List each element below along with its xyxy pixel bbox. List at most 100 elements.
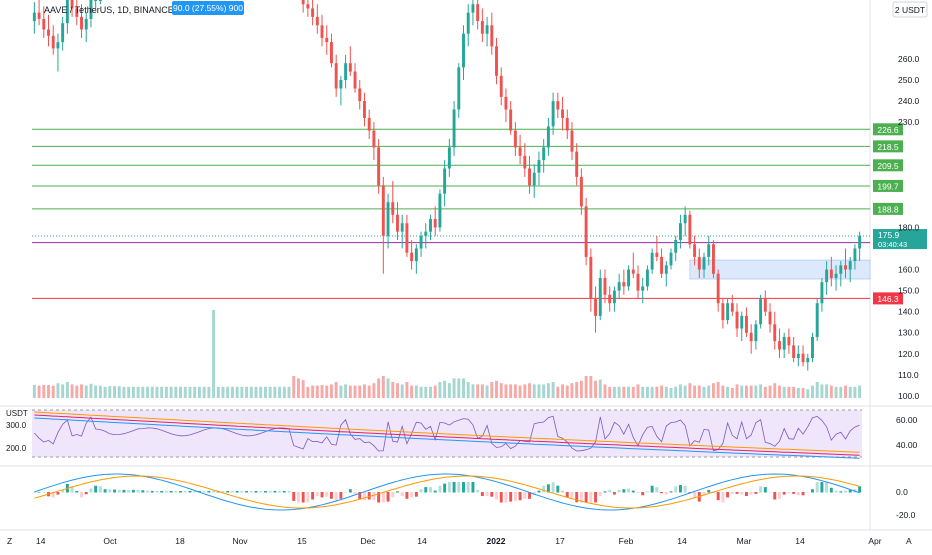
candle-body[interactable] xyxy=(490,25,494,47)
candle-body[interactable] xyxy=(631,269,635,274)
candle-body[interactable] xyxy=(853,248,857,262)
candle-body[interactable] xyxy=(636,273,640,291)
candle-body[interactable] xyxy=(589,256,593,300)
candle-body[interactable] xyxy=(495,46,498,76)
candle-body[interactable] xyxy=(782,336,786,350)
candle-body[interactable] xyxy=(744,315,748,333)
candle-body[interactable] xyxy=(47,29,50,36)
candle-body[interactable] xyxy=(594,299,598,316)
candle-body[interactable] xyxy=(367,117,371,131)
candle-body[interactable] xyxy=(664,265,668,274)
candle-body[interactable] xyxy=(405,223,409,253)
candle-body[interactable] xyxy=(329,42,333,64)
candle-body[interactable] xyxy=(391,202,395,215)
candle-body[interactable] xyxy=(429,219,432,232)
candle-body[interactable] xyxy=(669,252,673,266)
candle-body[interactable] xyxy=(381,185,385,236)
candle-body[interactable] xyxy=(433,219,437,228)
candle-body[interactable] xyxy=(773,324,777,342)
candle-body[interactable] xyxy=(452,109,456,148)
candle-body[interactable] xyxy=(513,130,517,148)
candle-body[interactable] xyxy=(561,109,565,118)
candle-body[interactable] xyxy=(768,311,772,325)
candle-body[interactable] xyxy=(32,12,36,22)
candle-body[interactable] xyxy=(730,303,734,312)
candle-body[interactable] xyxy=(386,202,390,236)
candle-body[interactable] xyxy=(579,176,583,207)
candle-body[interactable] xyxy=(806,357,810,363)
candle-body[interactable] xyxy=(721,303,725,321)
candle-body[interactable] xyxy=(528,168,531,186)
candle-body[interactable] xyxy=(844,265,847,270)
currency-button-label[interactable]: 2 USDT xyxy=(895,5,925,15)
candle-body[interactable] xyxy=(556,101,560,110)
candle-body[interactable] xyxy=(56,42,60,49)
candle-body[interactable] xyxy=(617,282,621,291)
candle-body[interactable] xyxy=(466,12,470,34)
candle-body[interactable] xyxy=(702,256,706,270)
candle-body[interactable] xyxy=(546,126,550,148)
candle-body[interactable] xyxy=(683,214,687,224)
candle-body[interactable] xyxy=(551,101,555,127)
candle-body[interactable] xyxy=(320,25,324,38)
candle-body[interactable] xyxy=(75,8,79,17)
candle-body[interactable] xyxy=(598,277,602,316)
candle-body[interactable] xyxy=(400,223,404,232)
candle-body[interactable] xyxy=(584,206,588,257)
candle-body[interactable] xyxy=(655,252,659,257)
candle-body[interactable] xyxy=(348,63,352,72)
candle-body[interactable] xyxy=(414,248,418,262)
candle-body[interactable] xyxy=(485,25,489,34)
currency-button[interactable]: 2 USDT xyxy=(892,1,928,18)
candle-body[interactable] xyxy=(778,341,781,350)
candle-body[interactable] xyxy=(419,235,423,249)
candle-body[interactable] xyxy=(542,147,546,161)
candle-body[interactable] xyxy=(358,88,362,102)
candle-body[interactable] xyxy=(622,282,626,287)
candle-body[interactable] xyxy=(660,256,664,274)
candle-body[interactable] xyxy=(820,282,824,304)
candle-body[interactable] xyxy=(740,315,744,329)
candle-body[interactable] xyxy=(51,35,55,49)
candle-body[interactable] xyxy=(306,4,310,9)
candle-body[interactable] xyxy=(504,96,508,110)
candle-body[interactable] xyxy=(792,345,796,358)
candle-body[interactable] xyxy=(693,244,697,257)
symbol-title[interactable]: AAVE / TetherUS, 1D, BINANCE xyxy=(44,5,174,15)
candle-body[interactable] xyxy=(396,214,399,232)
candle-body[interactable] xyxy=(612,290,616,304)
candle-body[interactable] xyxy=(532,172,536,186)
candle-body[interactable] xyxy=(61,23,65,43)
candle-body[interactable] xyxy=(315,16,319,26)
candle-body[interactable] xyxy=(754,324,758,342)
candle-body[interactable] xyxy=(575,151,579,177)
candle-body[interactable] xyxy=(674,240,678,253)
demand-zone[interactable] xyxy=(689,259,871,280)
candle-body[interactable] xyxy=(801,353,805,363)
candle-body[interactable] xyxy=(796,353,800,358)
candle-body[interactable] xyxy=(603,277,607,295)
candle-body[interactable] xyxy=(848,261,852,270)
candle-body[interactable] xyxy=(443,168,447,194)
candle-body[interactable] xyxy=(537,160,541,173)
candle-body[interactable] xyxy=(42,18,46,30)
candle-body[interactable] xyxy=(94,0,98,1)
candle-body[interactable] xyxy=(697,256,701,270)
candle-body[interactable] xyxy=(334,63,338,89)
candle-body[interactable] xyxy=(834,273,838,278)
candle-body[interactable] xyxy=(301,0,305,5)
candle-body[interactable] xyxy=(735,311,739,329)
candle-body[interactable] xyxy=(759,299,763,325)
candle-body[interactable] xyxy=(678,223,682,241)
candle-body[interactable] xyxy=(763,299,767,312)
candle-body[interactable] xyxy=(447,147,451,169)
candle-body[interactable] xyxy=(499,75,503,97)
candle-body[interactable] xyxy=(825,269,829,283)
candle-body[interactable] xyxy=(518,147,522,156)
candle-body[interactable] xyxy=(707,244,711,257)
candle-body[interactable] xyxy=(476,4,480,22)
candle-body[interactable] xyxy=(471,4,475,13)
candle-body[interactable] xyxy=(641,286,645,291)
candle-body[interactable] xyxy=(311,8,315,17)
